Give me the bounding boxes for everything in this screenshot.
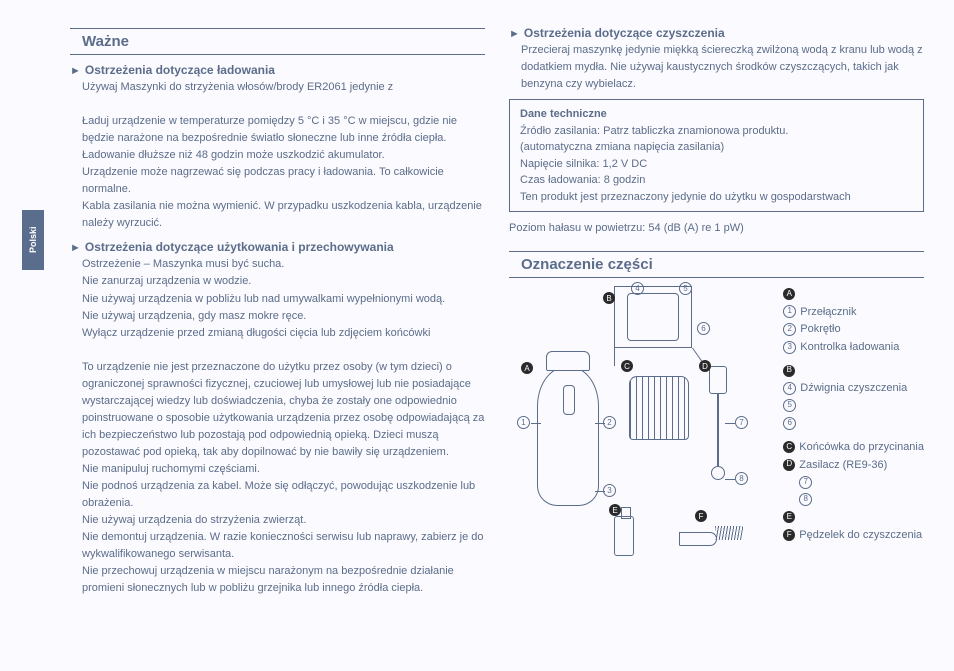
ann-C: C bbox=[621, 360, 633, 372]
rule bbox=[70, 28, 485, 29]
leader-line bbox=[725, 423, 735, 424]
body-text: Używaj Maszynki do strzyżenia włosów/bro… bbox=[82, 79, 485, 232]
subheading-text: Ostrzeżenia dotyczące użytkowania i prze… bbox=[85, 240, 394, 254]
ann-7: 7 bbox=[735, 416, 748, 429]
ann-E: E bbox=[609, 504, 621, 516]
legend-C: Końcówka do przycinania bbox=[799, 441, 924, 453]
heading-parts: Oznaczenie części bbox=[521, 256, 924, 273]
heading-important: Ważne bbox=[82, 33, 485, 50]
ann-B: B bbox=[603, 292, 615, 304]
leader-line bbox=[725, 479, 735, 480]
brush-icon bbox=[679, 526, 749, 550]
legend-4: Dźwignia czyszczenia bbox=[800, 382, 907, 394]
legend-F-icon: F bbox=[783, 529, 795, 541]
leader-line bbox=[595, 423, 605, 424]
subheading-usage: Ostrzeżenia dotyczące użytkowania i prze… bbox=[70, 240, 485, 254]
trimmer-icon bbox=[537, 366, 599, 506]
legend-F: Pędzelek do czyszczenia bbox=[799, 529, 922, 541]
page: Ważne Ostrzeżenia dotyczące ładowania Uż… bbox=[0, 0, 954, 621]
ann-4: 4 bbox=[631, 282, 644, 295]
spec-title: Dane techniczne bbox=[520, 106, 913, 123]
right-column: Ostrzeżenia dotyczące czyszczenia Przeci… bbox=[509, 24, 924, 597]
legend-1: Przełącznik bbox=[800, 306, 856, 318]
spec-body: Źródło zasilania: Patrz tabliczka znamio… bbox=[520, 123, 913, 206]
ann-A: A bbox=[521, 362, 533, 374]
spec-box: Dane techniczne Źródło zasilania: Patrz … bbox=[509, 99, 924, 212]
body-text: Przecieraj maszynkę jedynie miękką ścier… bbox=[521, 42, 924, 93]
plug-ball-icon bbox=[711, 466, 725, 480]
legend-B-icon: B bbox=[783, 365, 795, 377]
subheading-text: Ostrzeżenia dotyczące czyszczenia bbox=[524, 26, 725, 40]
legend-C-icon: C bbox=[783, 441, 795, 453]
rule bbox=[509, 277, 924, 278]
ann-6: 6 bbox=[697, 322, 710, 335]
legend-A-icon: A bbox=[783, 288, 795, 300]
para-cleaning: Przecieraj maszynkę jedynie miękką ścier… bbox=[521, 42, 924, 93]
body-text: Ostrzeżenie – Maszynka musi być sucha. N… bbox=[82, 256, 485, 597]
parts-legend: A 1Przełącznik 2Pokrętło 3Kontrolka łado… bbox=[783, 286, 924, 544]
parts-diagram-area: B 4 5 6 A 1 2 3 C D 7 8 E bbox=[509, 286, 924, 576]
ann-D: D bbox=[699, 360, 711, 372]
legend-E-icon: E bbox=[783, 511, 795, 523]
noise-level: Poziom hałasu w powietrzu: 54 (dB (A) re… bbox=[509, 220, 924, 237]
plug-icon bbox=[709, 366, 727, 394]
legend-D-icon: D bbox=[783, 459, 795, 471]
rule bbox=[509, 251, 924, 252]
ann-5: 5 bbox=[679, 282, 692, 295]
para-charging: Używaj Maszynki do strzyżenia włosów/bro… bbox=[82, 79, 485, 232]
leader-line bbox=[595, 491, 605, 492]
subheading-charging: Ostrzeżenia dotyczące ładowania bbox=[70, 63, 485, 77]
left-column: Ważne Ostrzeżenia dotyczące ładowania Uż… bbox=[70, 24, 485, 597]
comb-icon bbox=[629, 376, 689, 440]
legend-D: Zasilacz (RE9-36) bbox=[799, 459, 887, 471]
cord-icon bbox=[717, 394, 719, 466]
ann-1: 1 bbox=[517, 416, 530, 429]
subheading-cleaning: Ostrzeżenia dotyczące czyszczenia bbox=[509, 26, 924, 40]
zoom-box bbox=[614, 286, 692, 348]
leader-line bbox=[531, 423, 541, 424]
subheading-text: Ostrzeżenia dotyczące ładowania bbox=[85, 63, 275, 77]
language-tab: Polski bbox=[22, 210, 44, 270]
para-usage: Ostrzeżenie – Maszynka musi być sucha. N… bbox=[82, 256, 485, 597]
rule bbox=[70, 54, 485, 55]
legend-3: Kontrolka ładowania bbox=[800, 341, 899, 353]
charger-icon bbox=[709, 366, 727, 496]
leader-line bbox=[614, 348, 615, 366]
ann-F: F bbox=[695, 510, 707, 522]
legend-2: Pokrętło bbox=[800, 323, 840, 335]
oil-bottle-icon bbox=[614, 516, 634, 556]
ann-8: 8 bbox=[735, 472, 748, 485]
